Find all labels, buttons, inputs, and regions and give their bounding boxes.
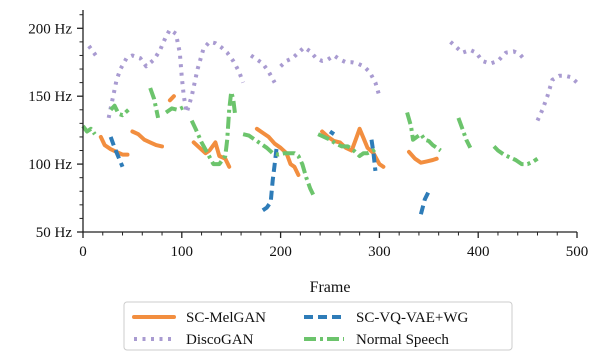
series-line-segment bbox=[249, 53, 277, 84]
legend-item: DiscoGAN bbox=[134, 332, 254, 348]
series-line-segment bbox=[279, 45, 382, 97]
x-tick-label: 0 bbox=[79, 244, 87, 260]
legend-box bbox=[123, 301, 513, 351]
series-line-segment bbox=[261, 147, 279, 212]
series-line-segment bbox=[87, 44, 99, 58]
series-line-segment bbox=[535, 73, 579, 122]
legend-item: SC-MelGAN bbox=[132, 310, 266, 326]
series-line-segment bbox=[242, 132, 316, 198]
legend-label: DiscoGAN bbox=[186, 332, 254, 348]
series-line-segment bbox=[405, 111, 442, 153]
y-tick-label: 150 Hz bbox=[28, 89, 72, 105]
series-line-segment bbox=[109, 103, 130, 118]
series-line-segment bbox=[81, 124, 97, 136]
series-line-segment bbox=[369, 139, 378, 172]
series-line-segment bbox=[407, 149, 439, 165]
x-tick-label: 100 bbox=[171, 244, 194, 260]
series-line-segment bbox=[189, 90, 238, 167]
series-line-segment bbox=[148, 87, 161, 119]
series-sc-melgan bbox=[98, 94, 439, 177]
legend-label: SC-MelGAN bbox=[186, 310, 266, 326]
x-tick-label: 300 bbox=[368, 244, 391, 260]
y-tick-label: 50 Hz bbox=[36, 225, 73, 241]
series-line-segment bbox=[328, 129, 336, 136]
series-line-segment bbox=[254, 126, 301, 177]
legend-item: Normal Speech bbox=[304, 332, 449, 348]
series-line-segment bbox=[130, 129, 164, 149]
series-line-segment bbox=[167, 94, 176, 103]
axes: 0 100 200 300 400 500 50 Hz 100 Hz 150 Hz 200 Hz bbox=[28, 10, 588, 260]
series-normal-speech bbox=[81, 87, 539, 198]
x-tick-label: 400 bbox=[467, 244, 490, 260]
series-line-segment bbox=[449, 40, 528, 66]
x-tick-label: 500 bbox=[566, 244, 589, 260]
y-tick-label: 100 Hz bbox=[28, 157, 72, 173]
legend: SC-MelGAN SC-VQ-VAE+WG DiscoGAN Normal Spee… bbox=[123, 301, 513, 351]
series-line-segment bbox=[456, 117, 473, 149]
legend-label: SC-VQ-VAE+WG bbox=[356, 310, 469, 326]
series-line-segment bbox=[164, 105, 185, 115]
x-axis-title: Frame bbox=[310, 279, 351, 296]
legend-item: SC-VQ-VAE+WG bbox=[304, 310, 469, 326]
legend-label: Normal Speech bbox=[356, 332, 449, 348]
series-line-segment bbox=[317, 132, 379, 158]
series-line-segment bbox=[492, 145, 539, 167]
series-line-segment bbox=[418, 190, 431, 215]
series-line-segment bbox=[98, 134, 130, 157]
series-discogan bbox=[87, 27, 579, 122]
plot-area bbox=[81, 27, 579, 215]
series-line-segment bbox=[106, 27, 245, 119]
x-tick-label: 200 bbox=[269, 244, 292, 260]
series-line-segment bbox=[108, 136, 125, 168]
y-tick-label: 200 Hz bbox=[28, 21, 72, 37]
series-sc-vq-vae-wg bbox=[108, 129, 431, 215]
